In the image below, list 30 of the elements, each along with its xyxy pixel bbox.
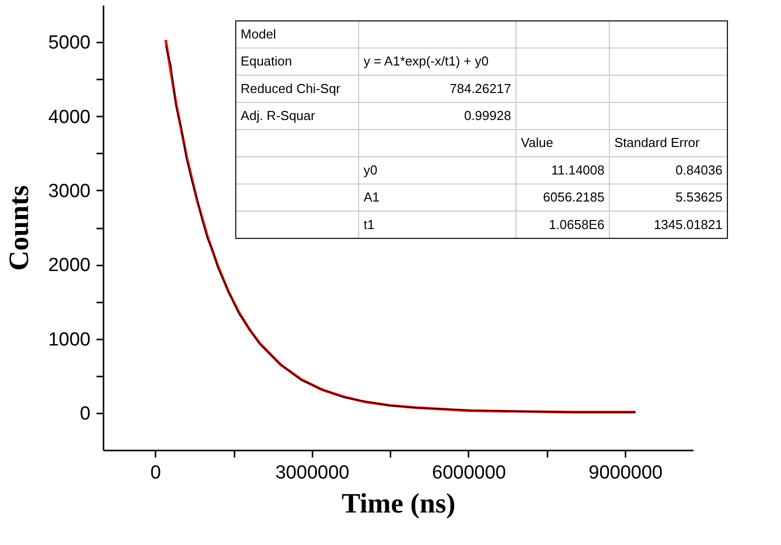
x-tick-label: 0 [150, 462, 161, 484]
x-tick-label: 3000000 [275, 462, 350, 484]
y-tick-label: 2000 [48, 255, 90, 276]
annotation: Reduced Chi-Sqr [240, 80, 342, 96]
annotation: 11.14008 [551, 162, 604, 178]
y-tick-label: 4000 [48, 106, 90, 128]
annotation: Adj. R-Squar [240, 108, 316, 124]
y-axis-title: Counts [4, 185, 36, 271]
annotation: A1 [364, 190, 380, 205]
annotation: 1.0658E6 [548, 216, 604, 232]
annotation: Model [240, 26, 276, 42]
annotation: Standard Error [614, 135, 700, 150]
x-tick-label: 9000000 [588, 462, 663, 484]
annotation: 784.26217 [450, 80, 512, 96]
annotation: Equation [240, 54, 292, 69]
x-tick-label: 6000000 [432, 462, 506, 484]
annotation: 1345.01821 [654, 216, 722, 232]
y-tick-label: 3000 [48, 180, 90, 202]
x-axis-title: Time (ns) [342, 488, 456, 520]
y-tick-label: 1000 [48, 329, 90, 350]
annotation: t1 [364, 216, 374, 232]
annotation: 0.99928 [464, 108, 512, 124]
annotation: 0.84036 [676, 162, 722, 178]
y-tick-label: 5000 [48, 32, 90, 54]
annotation: 6056.2185 [543, 190, 604, 205]
annotation: y = A1*exp(-x/t1) + y0 [364, 54, 489, 69]
annotation: 5.53625 [676, 190, 722, 205]
annotation: Value [520, 135, 554, 150]
y-tick-label: 0 [80, 403, 90, 424]
annotation: y0 [364, 162, 378, 178]
